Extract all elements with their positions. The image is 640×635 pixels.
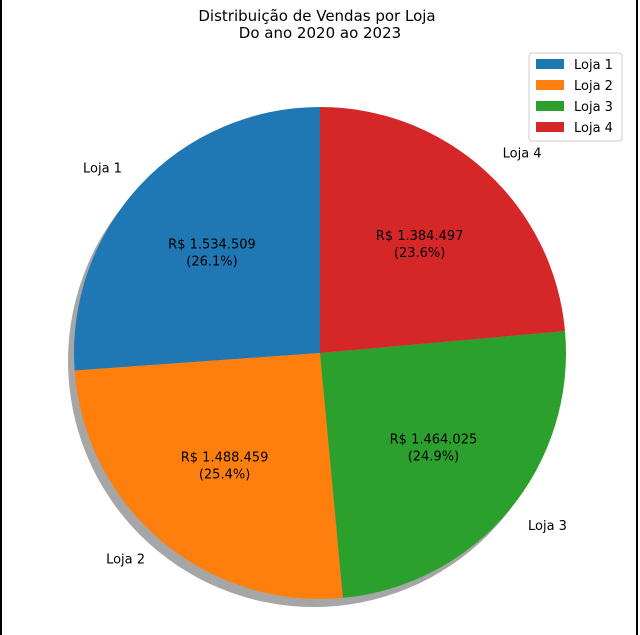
legend-label-loja-1: Loja 1 — [574, 58, 613, 73]
slice-label-loja-4: Loja 4 — [503, 146, 542, 161]
slice-percent-loja-2: (25.4%) — [199, 468, 250, 483]
pie-slice-loja-2 — [74, 353, 343, 599]
legend-swatch-loja-4 — [536, 122, 564, 132]
pie-slice-loja-3 — [320, 331, 566, 598]
slice-value-labels: R$ 1.534.509 (26.1%) R$ 1.488.459 (25.4%) R$… — [168, 229, 477, 483]
pie-slices — [73, 107, 566, 599]
legend-swatch-loja-2 — [536, 80, 564, 90]
pie-slice-loja-4 — [320, 107, 566, 353]
legend-swatch-loja-1 — [536, 59, 564, 69]
slice-percent-loja-1: (26.1%) — [186, 254, 237, 269]
slice-label-loja-2: Loja 2 — [106, 552, 145, 567]
slice-value-loja-4: R$ 1.384.497 — [376, 229, 464, 244]
pie-slice-loja-1 — [73, 107, 320, 371]
slice-labels: Loja 1 Loja 2 Loja 3 Loja 4 — [83, 146, 567, 567]
slice-value-loja-3: R$ 1.464.025 — [390, 432, 478, 447]
slice-value-loja-1: R$ 1.534.509 — [168, 237, 256, 252]
slice-percent-loja-4: (23.6%) — [394, 246, 445, 261]
legend-label-loja-2: Loja 2 — [574, 79, 613, 94]
slice-label-loja-3: Loja 3 — [528, 519, 567, 534]
slice-percent-loja-3: (24.9%) — [408, 449, 459, 464]
legend-label-loja-3: Loja 3 — [574, 100, 613, 115]
legend: Loja 1 Loja 2 Loja 3 Loja 4 — [528, 52, 623, 142]
legend-box — [528, 52, 623, 142]
chart-title: Distribuição de Vendas por Loja — [198, 7, 435, 25]
legend-label-loja-4: Loja 4 — [574, 121, 613, 136]
slice-value-loja-2: R$ 1.488.459 — [181, 451, 269, 466]
chart-subtitle: Do ano 2020 ao 2023 — [239, 24, 401, 42]
slice-label-loja-1: Loja 1 — [83, 162, 122, 177]
legend-swatch-loja-3 — [536, 101, 564, 111]
